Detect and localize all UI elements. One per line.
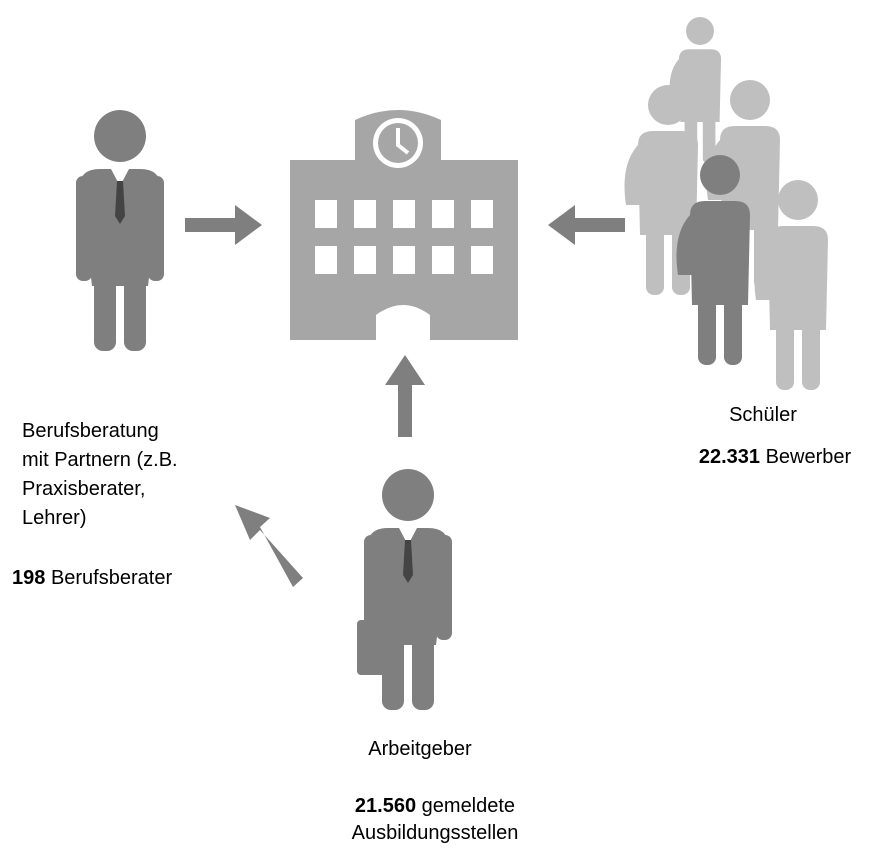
node-label: Arbeitgeber: [368, 738, 472, 760]
node-label: Berufsberatung: [22, 420, 159, 442]
node-count-line: 21.560 gemeldete: [355, 795, 515, 817]
node-unit: Ausbildungsstellen: [352, 822, 519, 844]
node-label: Lehrer): [22, 507, 86, 529]
node-label: Praxisberater,: [22, 478, 145, 500]
node-count-line: 198 Berufsberater: [12, 567, 172, 589]
node-count-line: 22.331 Bewerber: [699, 446, 852, 468]
node-count: 22.331: [699, 446, 760, 468]
node-label: Schüler: [729, 404, 797, 426]
briefcase: [357, 620, 385, 675]
node-label: mit Partnern (z.B.: [22, 449, 178, 471]
node-unit: Berufsberater: [51, 567, 173, 589]
node-count: 21.560: [355, 795, 416, 817]
node-unit: gemeldete: [422, 795, 515, 817]
node-count: 198: [12, 567, 45, 589]
node-unit: Bewerber: [766, 446, 852, 468]
students-icon: [624, 17, 828, 390]
school-windows: [315, 200, 493, 274]
arrows: [185, 205, 625, 587]
counselor-icon: [76, 110, 164, 351]
